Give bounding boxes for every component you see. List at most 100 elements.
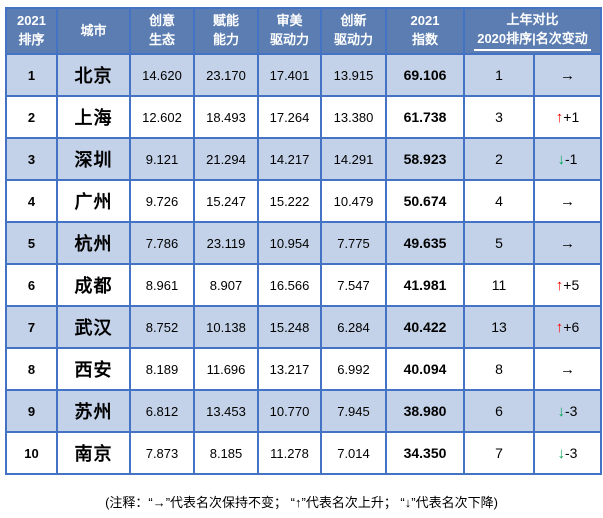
rank-2021-cell: 4 xyxy=(5,179,58,223)
city-cell: 南京 xyxy=(56,431,131,475)
city-cell: 深圳 xyxy=(56,137,131,181)
aesthetic-drive-cell: 16.566 xyxy=(257,263,322,307)
table-row: 4 广州 9.726 15.247 15.222 10.479 50.674 4… xyxy=(5,179,602,223)
rank-2021-cell: 3 xyxy=(5,137,58,181)
city-cell: 西安 xyxy=(56,347,131,391)
rank-change-delta: -3 xyxy=(565,402,578,419)
city-cell: 成都 xyxy=(56,263,131,307)
rank-change-cell: ↓-1 xyxy=(533,137,602,181)
index-2021-cell: 58.923 xyxy=(385,137,465,181)
city-index-ranking-table: 2021 排序 城市 创意 生态 赋能 能力 审美 驱动力 xyxy=(5,7,602,475)
rank-change-arrow-icon: ↓ xyxy=(557,150,566,168)
rank-change-cell: → xyxy=(533,179,602,223)
header-line: 2021 xyxy=(17,13,46,29)
rank-2020-cell: 3 xyxy=(463,95,535,139)
rank-change-arrow-icon: → xyxy=(560,234,575,252)
index-2021-cell: 61.738 xyxy=(385,95,465,139)
header-aesthetic-drive: 审美 驱动力 xyxy=(257,7,322,55)
header-line: 排序 xyxy=(18,32,45,47)
city-cell: 广州 xyxy=(56,179,131,223)
innovation-drive-cell: 13.915 xyxy=(320,53,387,97)
empower-capability-cell: 10.138 xyxy=(193,305,259,349)
header-line: 创新 xyxy=(340,13,367,29)
table-row: 3 深圳 9.121 21.294 14.217 14.291 58.923 2… xyxy=(5,137,602,181)
rank-change-cell: ↑+6 xyxy=(533,305,602,349)
header-line: 驱动力 xyxy=(333,32,373,47)
empower-capability-cell: 23.170 xyxy=(193,53,259,97)
rank-2020-cell: 1 xyxy=(463,53,535,97)
rank-change-delta: +5 xyxy=(563,276,580,293)
header-line: 能力 xyxy=(212,32,239,47)
creative-ecology-cell: 9.726 xyxy=(129,179,195,223)
aesthetic-drive-cell: 11.278 xyxy=(257,431,322,475)
aesthetic-drive-cell: 17.401 xyxy=(257,53,322,97)
rank-change-cell: ↓-3 xyxy=(533,389,602,433)
index-2021-cell: 34.350 xyxy=(385,431,465,475)
header-compare-subtitle: 2020排序|名次变动 xyxy=(474,30,591,52)
rank-change-delta: +1 xyxy=(563,108,580,125)
innovation-drive-cell: 13.380 xyxy=(320,95,387,139)
table-row: 7 武汉 8.752 10.138 15.248 6.284 40.422 13… xyxy=(5,305,602,349)
index-2021-cell: 41.981 xyxy=(385,263,465,307)
rank-change-arrow-icon: → xyxy=(560,360,575,378)
rank-change-arrow-icon: ↑ xyxy=(555,276,564,294)
aesthetic-drive-cell: 15.248 xyxy=(257,305,322,349)
header-line: 审美 xyxy=(276,13,303,29)
header-compare-previous-year: 上年对比 2020排序|名次变动 xyxy=(463,7,602,55)
empower-capability-cell: 21.294 xyxy=(193,137,259,181)
creative-ecology-cell: 12.602 xyxy=(129,95,195,139)
creative-ecology-cell: 9.121 xyxy=(129,137,195,181)
rank-change-delta: -3 xyxy=(565,444,578,461)
innovation-drive-cell: 7.547 xyxy=(320,263,387,307)
empower-capability-cell: 8.907 xyxy=(193,263,259,307)
creative-ecology-cell: 6.812 xyxy=(129,389,195,433)
creative-ecology-cell: 7.786 xyxy=(129,221,195,265)
table-row: 5 杭州 7.786 23.119 10.954 7.775 49.635 5 … xyxy=(5,221,602,265)
header-empower-capability: 赋能 能力 xyxy=(193,7,259,55)
header-compare-title: 上年对比 xyxy=(506,11,559,27)
header-line: 驱动力 xyxy=(269,32,309,47)
city-cell: 杭州 xyxy=(56,221,131,265)
table-row: 9 苏州 6.812 13.453 10.770 7.945 38.980 6 … xyxy=(5,389,602,433)
header-creative-ecology: 创意 生态 xyxy=(129,7,195,55)
city-cell: 北京 xyxy=(56,53,131,97)
rank-2020-cell: 4 xyxy=(463,179,535,223)
table-row: 8 西安 8.189 11.696 13.217 6.992 40.094 8 … xyxy=(5,347,602,391)
table-row: 1 北京 14.620 23.170 17.401 13.915 69.106 … xyxy=(5,53,602,97)
index-2021-cell: 38.980 xyxy=(385,389,465,433)
rank-2020-cell: 11 xyxy=(463,263,535,307)
rank-change-cell: → xyxy=(533,53,602,97)
creative-ecology-cell: 8.961 xyxy=(129,263,195,307)
rank-change-arrow-icon: ↑ xyxy=(555,318,564,336)
header-innovation-drive: 创新 驱动力 xyxy=(320,7,387,55)
aesthetic-drive-cell: 10.954 xyxy=(257,221,322,265)
header-rank-2021: 2021 排序 xyxy=(5,7,58,55)
rank-2021-cell: 8 xyxy=(5,347,58,391)
table-header: 2021 排序 城市 创意 生态 赋能 能力 审美 驱动力 xyxy=(5,7,602,55)
rank-2021-cell: 6 xyxy=(5,263,58,307)
rank-2021-cell: 10 xyxy=(5,431,58,475)
creative-ecology-cell: 8.189 xyxy=(129,347,195,391)
creative-ecology-cell: 8.752 xyxy=(129,305,195,349)
rank-2021-cell: 5 xyxy=(5,221,58,265)
aesthetic-drive-cell: 15.222 xyxy=(257,179,322,223)
rank-2021-cell: 9 xyxy=(5,389,58,433)
header-city: 城市 xyxy=(56,7,131,55)
empower-capability-cell: 15.247 xyxy=(193,179,259,223)
innovation-drive-cell: 7.945 xyxy=(320,389,387,433)
innovation-drive-cell: 14.291 xyxy=(320,137,387,181)
city-cell: 苏州 xyxy=(56,389,131,433)
header-row: 2021 排序 城市 创意 生态 赋能 能力 审美 驱动力 xyxy=(5,7,602,55)
empower-capability-cell: 23.119 xyxy=(193,221,259,265)
city-cell: 上海 xyxy=(56,95,131,139)
innovation-drive-cell: 7.014 xyxy=(320,431,387,475)
creative-ecology-cell: 14.620 xyxy=(129,53,195,97)
innovation-drive-cell: 10.479 xyxy=(320,179,387,223)
rank-2020-cell: 2 xyxy=(463,137,535,181)
city-cell: 武汉 xyxy=(56,305,131,349)
index-2021-cell: 40.422 xyxy=(385,305,465,349)
rank-2021-cell: 7 xyxy=(5,305,58,349)
rank-2020-cell: 6 xyxy=(463,389,535,433)
index-2021-cell: 40.094 xyxy=(385,347,465,391)
table-row: 2 上海 12.602 18.493 17.264 13.380 61.738 … xyxy=(5,95,602,139)
